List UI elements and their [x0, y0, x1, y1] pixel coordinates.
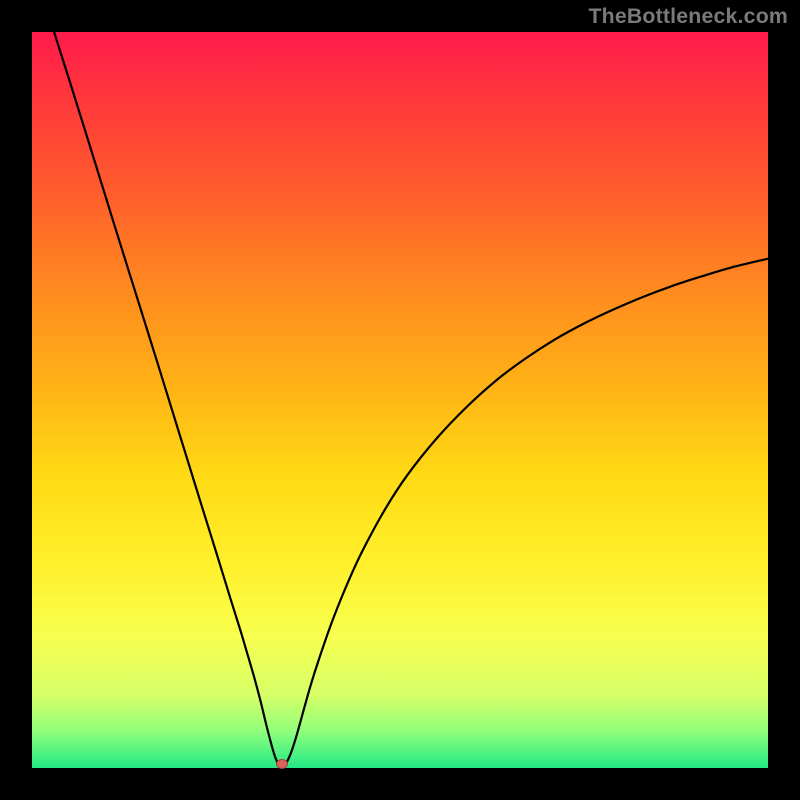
watermark-text: TheBottleneck.com — [588, 4, 788, 29]
chart-svg — [32, 32, 768, 768]
bottleneck-curve — [54, 32, 768, 766]
chart-frame: TheBottleneck.com — [0, 0, 800, 800]
optimum-marker — [276, 759, 288, 769]
plot-area — [32, 32, 768, 768]
